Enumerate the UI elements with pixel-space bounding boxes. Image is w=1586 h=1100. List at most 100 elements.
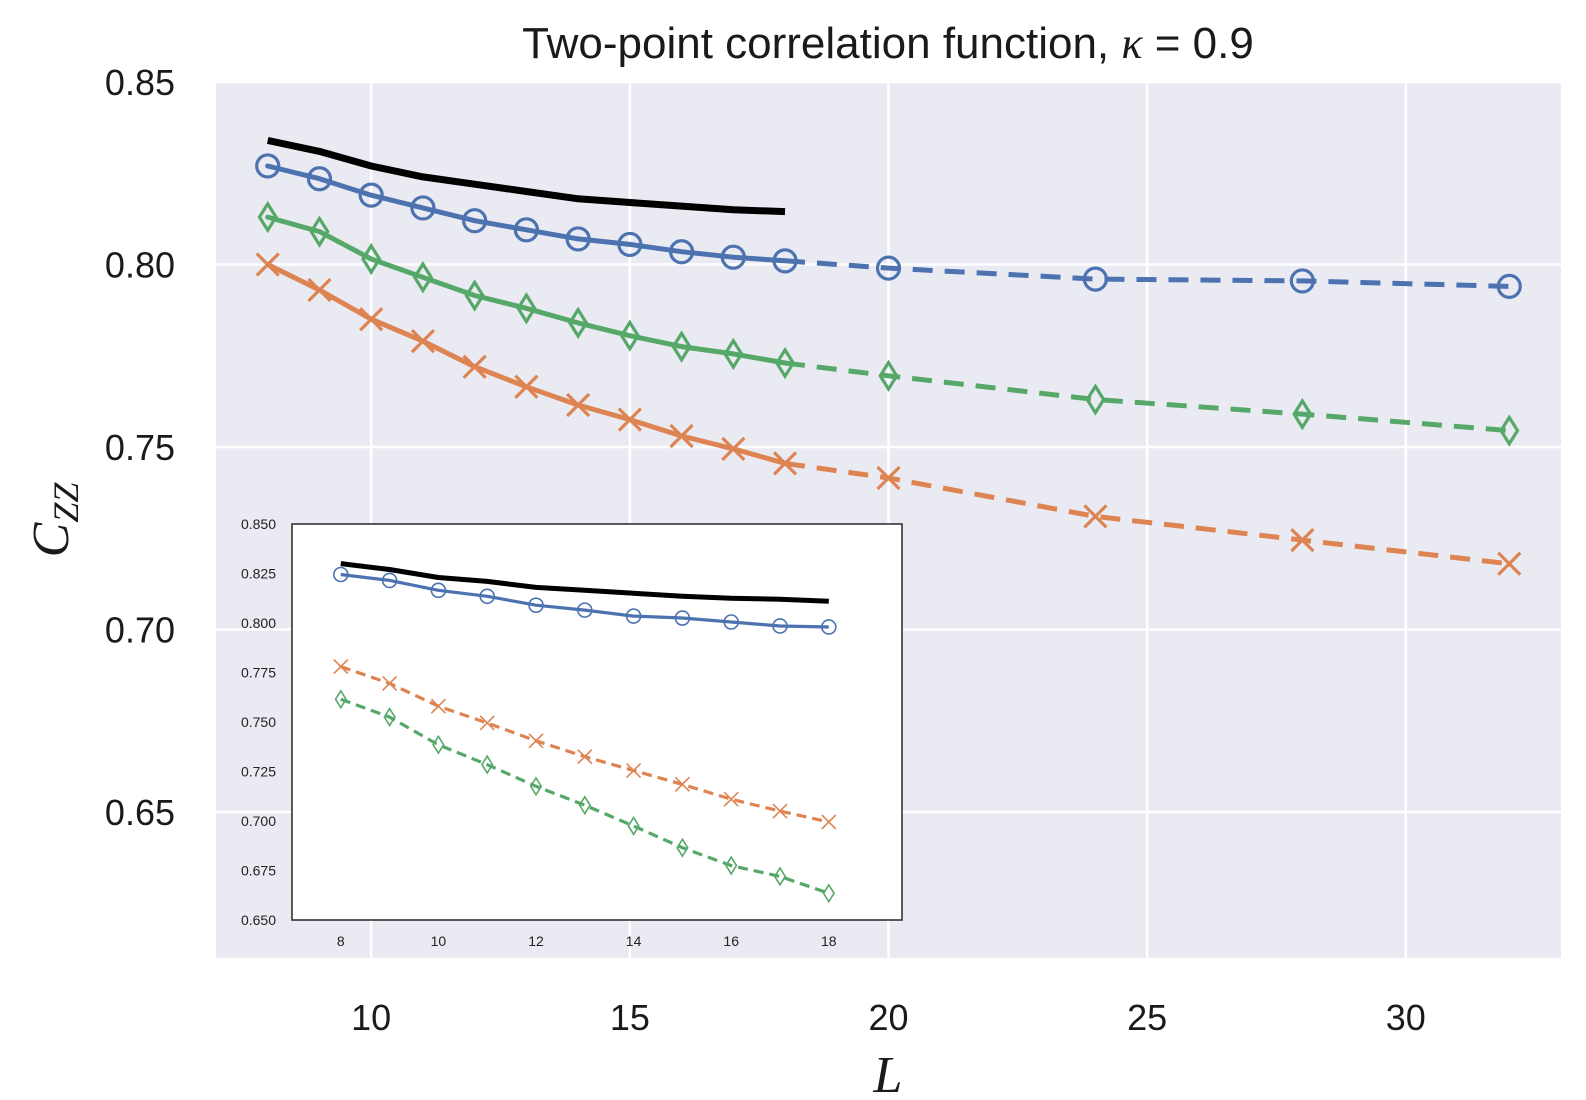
- series-blue-point: [772, 248, 798, 274]
- inset-orange-point-stroke-b: [577, 749, 593, 765]
- inset-orange-point: [772, 803, 788, 819]
- inset-black: [340, 561, 829, 604]
- series-green: [257, 200, 1520, 447]
- inset-green-point: [725, 855, 738, 876]
- series-orange-point: [1083, 504, 1108, 529]
- series-orange-point-stroke-b: [410, 329, 436, 354]
- inset-x-tick-label: 18: [821, 933, 837, 949]
- inset-blue-line: [340, 572, 829, 629]
- inset-y-tick-label: 0.800: [241, 615, 276, 631]
- inset-blue-point: [479, 588, 496, 605]
- series-orange-point-stroke-b: [255, 252, 280, 277]
- tick-labels: 10 15 20 25 30 0.65 0.70 0.75 0.80 0.85: [105, 62, 1426, 1038]
- series-orange-point: [462, 354, 487, 379]
- series-blue-point: [1496, 273, 1522, 299]
- series-blue-point: [255, 153, 281, 179]
- series-orange-point: [565, 392, 591, 418]
- series-blue-point: [617, 231, 643, 258]
- y-axis-label-main: C: [23, 521, 80, 557]
- series-green-point: [723, 337, 744, 371]
- inset-green-point: [481, 754, 494, 775]
- inset-x-tick-label: 14: [626, 933, 642, 949]
- inset-green-point: [383, 707, 396, 727]
- series-green-dashed-line: [784, 360, 1510, 434]
- inset-x-tick-label: 10: [431, 933, 447, 949]
- inset-blue-point: [332, 566, 349, 583]
- series-orange-point: [1497, 551, 1522, 576]
- series-orange-point-stroke-b: [514, 374, 539, 399]
- inset-orange-point-stroke-b: [430, 698, 446, 714]
- series-orange-point-stroke-b: [307, 277, 332, 303]
- series-green-point: [878, 359, 899, 393]
- series-orange-point: [514, 374, 539, 399]
- series-orange-point: [669, 423, 694, 449]
- inset-tick-labels: 8 10 12 14 16 18 0.650 0.675 0.700 0.725 0.750 0.77…: [241, 516, 837, 949]
- x-tick-label: 10: [351, 997, 391, 1038]
- inset-green-point: [676, 837, 689, 858]
- series-orange-point: [255, 252, 280, 277]
- inset-orange-point-stroke-b: [723, 791, 739, 807]
- series-green-point: [671, 330, 692, 363]
- series-orange-point: [359, 307, 384, 332]
- series-green-solid-line: [265, 214, 788, 366]
- inset-y-tick-label: 0.775: [241, 665, 276, 681]
- inset-orange-point: [723, 791, 739, 807]
- inset-orange-point: [333, 658, 349, 675]
- inset-blue-point: [528, 597, 544, 613]
- chart-title-prefix: Two-point correlation function,: [522, 19, 1121, 68]
- inset-orange-point-stroke-b: [626, 762, 642, 779]
- inset-orange-point: [674, 776, 690, 792]
- inset-orange-point-stroke-b: [528, 733, 544, 749]
- inset-black-line: [340, 561, 829, 604]
- inset-green-point: [578, 795, 591, 816]
- series-orange-point-stroke-b: [462, 354, 487, 379]
- inset-green-point: [822, 883, 835, 904]
- inset-green-point: [529, 776, 543, 797]
- inset-chart: 8 10 12 14 16 18 0.650 0.675 0.700 0.725 0.750 0.77…: [241, 516, 903, 949]
- series-green-point: [774, 346, 796, 380]
- y-tick-label: 0.75: [105, 427, 175, 468]
- series-blue-dashed-line: [784, 258, 1510, 289]
- series-green-point: [567, 306, 589, 340]
- inset-orange-point-stroke-b: [479, 715, 495, 731]
- inset-blue: [332, 566, 837, 635]
- series-orange-point-stroke-b: [1083, 504, 1108, 529]
- series-green-point: [1292, 397, 1313, 431]
- series-black: [266, 136, 786, 216]
- inset-blue-point: [674, 610, 691, 626]
- y-tick-label: 0.70: [105, 610, 175, 651]
- series-blue-point: [410, 195, 436, 221]
- inset-orange-point-stroke-b: [382, 675, 398, 691]
- inset-y-tick-label: 0.650: [241, 912, 276, 928]
- inset-orange-point: [577, 749, 593, 765]
- series-blue-point: [668, 239, 695, 265]
- inset-x-tick-label: 16: [723, 933, 739, 949]
- series-green-point: [309, 215, 330, 248]
- series-orange: [255, 252, 1522, 576]
- series-orange-point-stroke-b: [721, 436, 746, 461]
- inset-y-tick-label: 0.850: [241, 516, 276, 532]
- series-blue-point: [720, 244, 746, 270]
- series-orange-point-stroke-b: [359, 307, 384, 332]
- series-blue-point: [565, 226, 591, 252]
- series-orange-point: [772, 451, 798, 476]
- inset-y-tick-label: 0.750: [241, 714, 276, 730]
- series-blue-solid-line: [265, 163, 788, 264]
- inset-series-layer: [332, 561, 837, 904]
- y-axis-label-sub: ZZ: [46, 482, 86, 523]
- series-blue-point: [1289, 268, 1315, 294]
- inset-orange-point: [382, 675, 398, 691]
- inset-frame: [291, 523, 903, 921]
- series-blue-point: [513, 217, 539, 243]
- series-green-point: [1085, 383, 1106, 416]
- inset-orange-point-stroke-b: [674, 776, 690, 792]
- series-orange-point: [721, 436, 746, 461]
- series-blue-point: [306, 166, 333, 192]
- chart-title: Two-point correlation function, κ = 0.9: [522, 19, 1254, 68]
- inset-green-line: [340, 697, 830, 895]
- series-blue-point: [358, 182, 384, 208]
- series-blue-point: [1082, 266, 1109, 292]
- inset-y-tick-label: 0.700: [241, 813, 276, 829]
- x-tick-label: 20: [868, 997, 908, 1038]
